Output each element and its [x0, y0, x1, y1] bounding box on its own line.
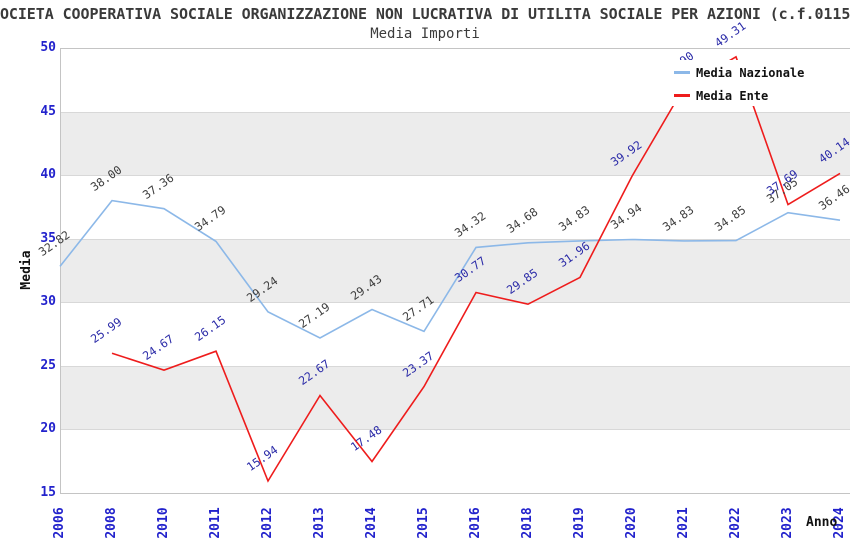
y-axis-title: Media: [19, 250, 34, 290]
x-axis-title: Anno: [806, 515, 838, 530]
x-tick-label: 2019: [572, 507, 587, 539]
gridline: [60, 429, 850, 431]
gridline: [60, 111, 850, 113]
chart-subtitle: Media Importi: [370, 26, 480, 42]
x-tick-label: 2022: [728, 507, 743, 539]
plot-band: [60, 302, 850, 366]
legend: Media Nazionale Media Ente: [664, 60, 814, 106]
legend-swatch-blue-line-icon: [674, 71, 690, 74]
plot-band: [60, 429, 850, 493]
x-tick-label: 2021: [676, 507, 691, 539]
y-tick-label: 25: [40, 357, 56, 373]
x-tick-label: 2016: [468, 507, 483, 539]
x-tick-label: 2008: [104, 507, 119, 539]
y-axis-line: [60, 48, 61, 493]
plot-band: [60, 111, 850, 176]
y-tick-label: 50: [40, 40, 56, 55]
legend-label: Media Nazionale: [696, 65, 805, 80]
plot-band: [60, 365, 850, 430]
x-tick-label: 2011: [208, 507, 223, 539]
legend-item-media-nazionale: Media Nazionale: [674, 62, 814, 83]
legend-item-media-ente: Media Ente: [674, 85, 814, 106]
gridline: [60, 238, 850, 240]
y-tick-label: 40: [40, 167, 56, 183]
x-axis-line: [60, 493, 850, 494]
x-tick-label: 2015: [416, 507, 431, 539]
x-tick-label: 2018: [520, 507, 535, 539]
gridline: [60, 365, 850, 367]
x-tick-label: 2014: [364, 507, 379, 539]
x-tick-label: 2010: [156, 507, 171, 539]
y-tick-label: 30: [40, 294, 56, 310]
y-tick-label: 45: [40, 103, 56, 119]
x-tick-label: 2012: [260, 507, 275, 539]
x-tick-label: 2013: [312, 507, 327, 539]
gridline: [60, 175, 850, 177]
plot-border-top: [60, 48, 850, 49]
x-tick-label: 2020: [624, 507, 639, 539]
y-tick-label: 35: [40, 230, 56, 246]
legend-swatch-red-line-icon: [674, 94, 690, 97]
x-tick-label: 2023: [780, 507, 795, 539]
y-tick-label: 15: [40, 485, 56, 500]
chart-title: SOCIETA COOPERATIVA SOCIALE ORGANIZZAZIO…: [0, 5, 850, 23]
gridline: [60, 302, 850, 304]
y-tick-label: 20: [40, 421, 56, 437]
x-tick-label: 2006: [52, 507, 67, 539]
legend-label: Media Ente: [696, 88, 769, 103]
